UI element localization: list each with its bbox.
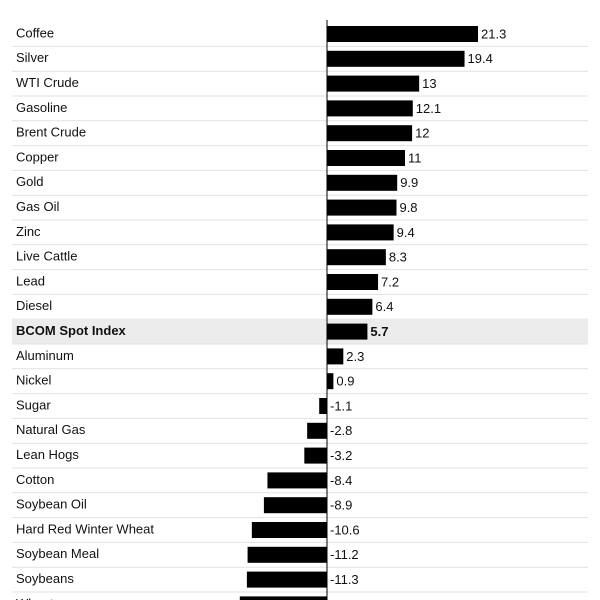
- value-label: -8.9: [330, 498, 352, 513]
- bar: [327, 274, 379, 290]
- category-label: Lead: [16, 273, 45, 288]
- value-label: 12: [415, 126, 429, 141]
- bar: [251, 522, 327, 538]
- bar: [267, 472, 327, 489]
- bar: [327, 50, 465, 67]
- bar: [239, 596, 327, 600]
- category-label: Gold: [16, 174, 43, 189]
- bar: [307, 422, 327, 439]
- value-label: 5.7: [370, 324, 388, 339]
- category-label: Silver: [16, 50, 49, 65]
- bar: [263, 497, 327, 514]
- bar: [327, 348, 344, 365]
- value-label: 21.3: [481, 26, 506, 41]
- bar: [246, 571, 327, 588]
- bar: [327, 249, 386, 266]
- category-label: Aluminum: [16, 348, 74, 363]
- value-label: 9.9: [400, 175, 418, 190]
- highlight-row: [12, 319, 588, 344]
- bar: [247, 546, 327, 563]
- value-label: 6.4: [375, 299, 393, 314]
- category-label: Gasoline: [16, 100, 67, 115]
- bar: [327, 125, 413, 142]
- category-label: Soybean Oil: [16, 497, 87, 512]
- category-label: Cotton: [16, 472, 54, 487]
- value-label: -8.4: [330, 473, 352, 488]
- category-label: Brent Crude: [16, 125, 86, 140]
- category-label: WTI Crude: [16, 75, 79, 90]
- value-label: 0.9: [336, 374, 354, 389]
- category-label: Copper: [16, 149, 59, 164]
- value-label: 9.4: [397, 225, 415, 240]
- bar: [327, 75, 420, 92]
- value-label: -11.2: [330, 547, 359, 562]
- category-label: Hard Red Winter Wheat: [16, 521, 154, 536]
- value-label: 8.3: [389, 250, 407, 265]
- category-label: Soybeans: [16, 571, 74, 586]
- value-label: 2.3: [346, 349, 364, 364]
- bar: [304, 447, 327, 464]
- bar: [327, 174, 398, 191]
- category-label: Live Cattle: [16, 249, 77, 264]
- bar: [327, 150, 405, 166]
- value-label: -10.6: [330, 522, 360, 537]
- category-label: Gas Oil: [16, 199, 59, 214]
- category-label: Lean Hogs: [16, 447, 79, 462]
- category-label: Zinc: [16, 224, 41, 239]
- value-label: 11: [408, 150, 422, 165]
- category-label: Soybean Meal: [16, 546, 99, 561]
- bar: [327, 26, 479, 42]
- category-label: Coffee: [16, 25, 54, 40]
- category-label: BCOM Spot Index: [16, 323, 127, 338]
- value-label: 9.8: [399, 200, 417, 215]
- value-label: 19.4: [468, 51, 493, 66]
- category-label: Diesel: [16, 298, 52, 313]
- bar: [327, 199, 397, 216]
- value-label: -3.2: [330, 448, 352, 463]
- value-label: 13: [422, 76, 436, 91]
- bar: [327, 100, 413, 117]
- bar: [327, 298, 373, 315]
- bar: [319, 398, 327, 414]
- value-label: -12.3: [330, 597, 360, 600]
- category-label: Wheat: [16, 596, 54, 600]
- value-label: 12.1: [416, 101, 441, 116]
- value-label: -11.3: [330, 572, 359, 587]
- category-label: Natural Gas: [16, 422, 86, 437]
- category-label: Nickel: [16, 373, 52, 388]
- bar: [327, 224, 394, 241]
- value-label: -1.1: [330, 398, 352, 413]
- category-label: Sugar: [16, 397, 51, 412]
- value-label: -2.8: [330, 423, 352, 438]
- bar: [327, 373, 334, 390]
- value-label: 7.2: [381, 274, 399, 289]
- bar: [327, 323, 368, 340]
